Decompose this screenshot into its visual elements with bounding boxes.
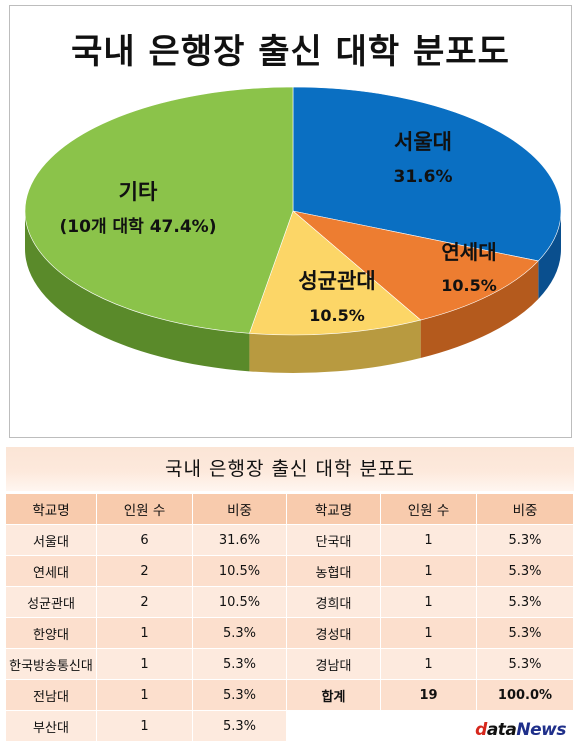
table-cell: 연세대 xyxy=(6,556,97,587)
table-row: 부산대 1 5.3% xyxy=(6,711,574,742)
chart-title: 국내 은행장 출신 대학 분포도 xyxy=(71,32,510,72)
table-cell: 10.5% xyxy=(193,556,287,587)
slice-name-label: 기타 xyxy=(119,180,158,204)
column-header: 비중 xyxy=(193,494,287,525)
table-body: 서울대 6 31.6% 단국대 1 5.3% 연세대 2 10.5% 농협대 1 5.3% 성균관대 2 1… xyxy=(6,525,574,742)
table-cell: 1 xyxy=(381,556,477,587)
table-cell: 경남대 xyxy=(287,649,381,680)
column-header: 학교명 xyxy=(287,494,381,525)
column-header: 비중 xyxy=(477,494,574,525)
table-cell xyxy=(381,711,477,742)
pie-slice-연세대 xyxy=(291,210,539,321)
table-cell: 5.3% xyxy=(477,556,574,587)
pie-side-group xyxy=(25,211,561,373)
slice-name-label: 성균관대 xyxy=(298,269,375,293)
table-cell xyxy=(477,711,574,742)
table-cell: 1 xyxy=(97,680,193,711)
pie-slice-기타 xyxy=(24,86,294,334)
logo-news: News xyxy=(516,720,566,740)
table-cell: 2 xyxy=(97,556,193,587)
table-row: 연세대 2 10.5% 농협대 1 5.3% xyxy=(6,556,574,587)
table-cell: 100.0% xyxy=(477,680,574,711)
chart-panel: 국내 은행장 출신 대학 분포도 서울대 31.6% 연세대 10.5% 성균관대 10.… xyxy=(9,5,572,438)
table-cell: 단국대 xyxy=(287,525,381,556)
table-row: 한양대 1 5.3% 경성대 1 5.3% xyxy=(6,618,574,649)
table-cell: 한국방송통신대 xyxy=(6,649,97,680)
pie-slice-서울대 xyxy=(292,86,562,262)
column-header: 학교명 xyxy=(6,494,97,525)
logo-ata: ata xyxy=(486,720,517,740)
table-cell: 1 xyxy=(381,525,477,556)
slice-name-label: 서울대 xyxy=(394,130,452,154)
pie-slice-성균관대 xyxy=(248,210,422,336)
slice-value-label: 10.5% xyxy=(441,276,497,295)
table-row: 한국방송통신대 1 5.3% 경남대 1 5.3% xyxy=(6,649,574,680)
datanews-logo: dataNews xyxy=(475,720,566,740)
table-header-row: 학교명 인원 수 비중 학교명 인원 수 비중 xyxy=(6,494,574,525)
pie-side-성균관대 xyxy=(249,320,421,373)
slice-name-label: 연세대 xyxy=(441,240,496,264)
table-cell: 전남대 xyxy=(6,680,97,711)
table-panel: 국내 은행장 출신 대학 분포도 학교명 인원 수 비중 학교명 인원 수 비중 서울대 6… xyxy=(0,444,580,752)
column-header: 인원 수 xyxy=(381,494,477,525)
table-cell: 농협대 xyxy=(287,556,381,587)
table-cell xyxy=(287,711,381,742)
table-cell: 5.3% xyxy=(193,618,287,649)
pie-side-기타 xyxy=(25,211,250,372)
table-row: 서울대 6 31.6% 단국대 1 5.3% xyxy=(6,525,574,556)
table-cell: 1 xyxy=(97,618,193,649)
pie-chart: 서울대 31.6% 연세대 10.5% 성균관대 10.5% 기타 (10개 대학 47.4%… xyxy=(24,86,562,373)
logo-d: d xyxy=(475,720,487,740)
pie-side-서울대 xyxy=(538,211,561,299)
table-cell: 1 xyxy=(97,649,193,680)
table-cell: 경성대 xyxy=(287,618,381,649)
table-cell: 1 xyxy=(381,587,477,618)
table-row: 전남대 1 5.3% 합계 19 100.0% xyxy=(6,680,574,711)
table-cell: 19 xyxy=(381,680,477,711)
table-title: 국내 은행장 출신 대학 분포도 xyxy=(6,447,574,491)
table-cell: 1 xyxy=(97,711,193,742)
column-header: 인원 수 xyxy=(97,494,193,525)
slice-value-label: 10.5% xyxy=(309,306,365,325)
table-cell: 합계 xyxy=(287,680,381,711)
pie-side-연세대 xyxy=(420,260,539,359)
table-cell: 31.6% xyxy=(193,525,287,556)
table-cell: 10.5% xyxy=(193,587,287,618)
table-cell: 부산대 xyxy=(6,711,97,742)
table-cell: 5.3% xyxy=(477,618,574,649)
table-cell: 5.3% xyxy=(193,649,287,680)
table-cell: 1 xyxy=(381,649,477,680)
table-cell: 1 xyxy=(381,618,477,649)
table-cell: 성균관대 xyxy=(6,587,97,618)
pie-top-group: 서울대 31.6% 연세대 10.5% 성균관대 10.5% 기타 (10개 대학 47.4%… xyxy=(24,86,562,336)
table-cell: 5.3% xyxy=(193,680,287,711)
stats-table: 학교명 인원 수 비중 학교명 인원 수 비중 서울대 6 31.6% 단국대 1 5.3% 연세대 2… xyxy=(6,494,574,742)
table-cell: 2 xyxy=(97,587,193,618)
slice-value-label: (10개 대학 47.4%) xyxy=(60,217,217,237)
table-row: 성균관대 2 10.5% 경희대 1 5.3% xyxy=(6,587,574,618)
table-cell: 5.3% xyxy=(477,525,574,556)
table-cell: 5.3% xyxy=(477,649,574,680)
table-cell: 경희대 xyxy=(287,587,381,618)
table-cell: 5.3% xyxy=(477,587,574,618)
table-cell: 5.3% xyxy=(193,711,287,742)
slice-value-label: 31.6% xyxy=(394,167,453,187)
table-cell: 한양대 xyxy=(6,618,97,649)
table-cell: 서울대 xyxy=(6,525,97,556)
table-cell: 6 xyxy=(97,525,193,556)
